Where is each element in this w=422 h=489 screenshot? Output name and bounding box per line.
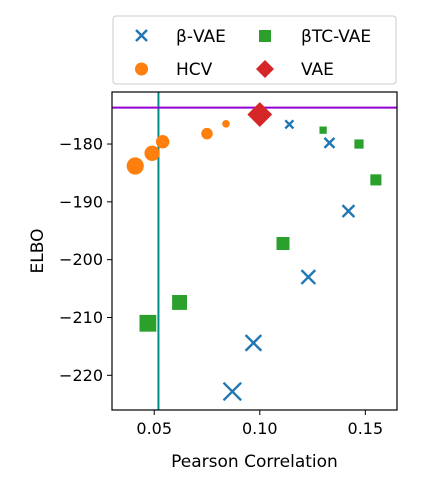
legend-marker-hcv — [135, 62, 148, 76]
vae-point — [247, 102, 273, 127]
y-tick-label: −220 — [59, 366, 103, 385]
betatc-vae-point — [172, 295, 188, 310]
hcv-point — [144, 145, 160, 161]
hcv-point — [201, 127, 213, 140]
legend-entry-beta-vae: β-VAE — [135, 27, 226, 47]
y-tick-label: −200 — [59, 250, 103, 269]
axes-frame — [111, 91, 398, 411]
legend-label-vae: VAE — [301, 60, 334, 80]
legend-frame — [112, 15, 397, 85]
legend-entry-vae: VAE — [256, 60, 334, 80]
reference-lines — [112, 92, 397, 410]
y-axis: −180 −190 −200 −210 −220 — [59, 135, 112, 385]
legend-marker-betatc-vae — [259, 30, 271, 42]
beta-vae-point — [244, 334, 263, 352]
beta-vae-point — [222, 381, 242, 402]
hcv-point — [222, 119, 230, 128]
x-axis: 0.05 0.10 0.15 — [136, 410, 383, 438]
legend-marker-vae — [256, 60, 274, 78]
data-markers — [126, 102, 382, 402]
legend-label-beta-vae: β-VAE — [176, 27, 226, 47]
betatc-vae-point — [139, 314, 157, 332]
x-tick-label: 0.05 — [136, 419, 172, 438]
x-tick-label: 0.10 — [242, 419, 278, 438]
beta-vae-point — [300, 269, 317, 285]
betatc-vae-point — [354, 139, 364, 149]
legend-marker-beta-vae — [135, 29, 148, 42]
hcv-point — [126, 157, 144, 175]
legend-entry-betatc-vae: βTC-VAE — [259, 27, 371, 47]
beta-vae-point — [284, 119, 295, 130]
x-axis-label: Pearson Correlation — [171, 452, 338, 472]
plot-area: 0.05 0.10 0.15 −180 −190 −200 −210 −220 — [59, 91, 398, 438]
betatc-vae-point — [319, 126, 327, 134]
legend-label-betatc-vae: βTC-VAE — [301, 27, 371, 47]
y-axis-label: ELBO — [28, 229, 48, 274]
beta-vae-point — [341, 204, 356, 218]
y-tick-label: −180 — [59, 135, 103, 154]
beta-vae-point — [323, 137, 336, 149]
legend: β-VAE HCV βTC-VAE VAE — [112, 15, 397, 85]
betatc-vae-point — [370, 174, 382, 186]
x-tick-label: 0.15 — [348, 419, 384, 438]
legend-label-hcv: HCV — [176, 60, 213, 80]
hcv-point — [155, 135, 170, 149]
legend-entry-hcv: HCV — [135, 60, 213, 80]
y-tick-label: −190 — [59, 192, 103, 211]
y-tick-label: −210 — [59, 308, 103, 327]
betatc-vae-point — [276, 236, 290, 250]
